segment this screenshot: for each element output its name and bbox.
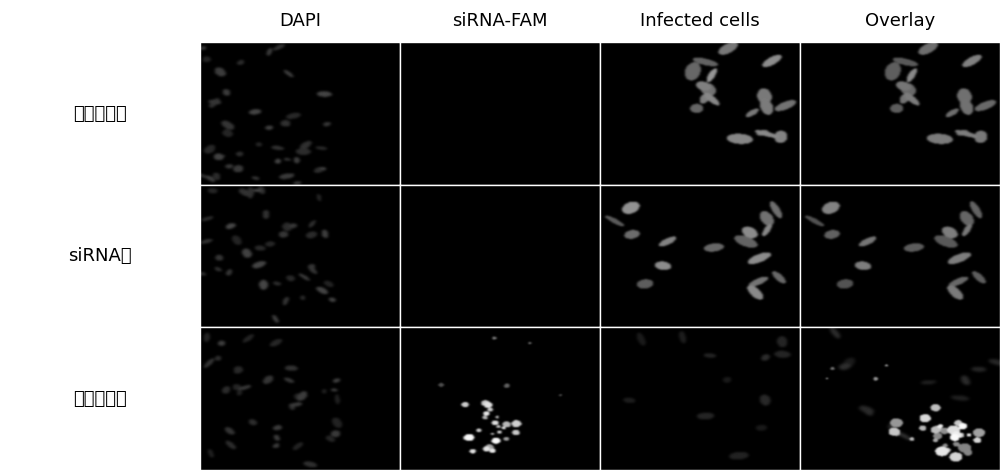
Text: siRNA-FAM: siRNA-FAM (452, 12, 548, 30)
Text: siRNA组: siRNA组 (68, 247, 132, 265)
Text: 靶向修饰组: 靶向修饰组 (73, 390, 127, 407)
Text: DAPI: DAPI (279, 12, 321, 30)
Text: Infected cells: Infected cells (640, 12, 760, 30)
Text: Overlay: Overlay (865, 12, 935, 30)
Text: 阴性对照组: 阴性对照组 (73, 105, 127, 123)
